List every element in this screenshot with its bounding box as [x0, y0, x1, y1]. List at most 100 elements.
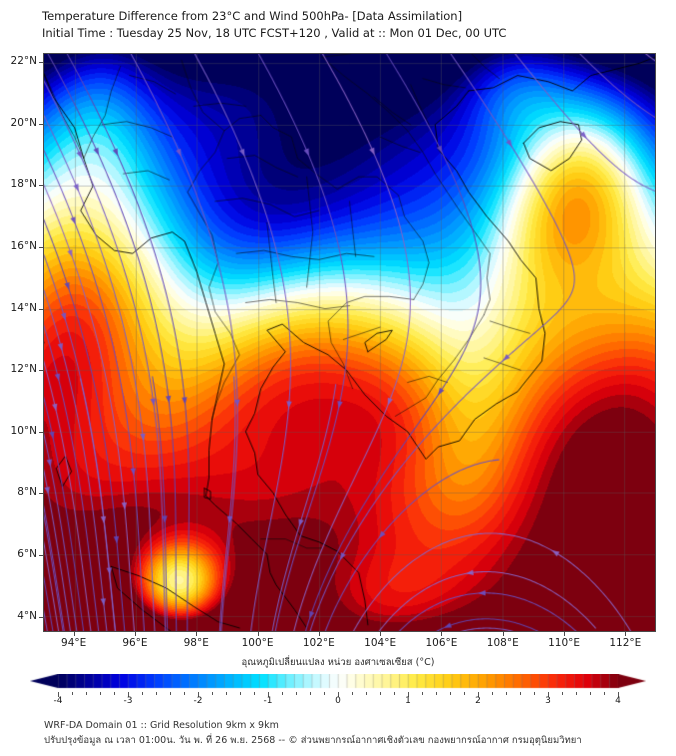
y-axis-tick-label: 6°N	[17, 548, 37, 560]
colorbar-minor-tick	[492, 692, 493, 695]
colorbar-minor-tick	[394, 692, 395, 695]
y-axis-tick-label: 18°N	[10, 178, 37, 191]
colorbar-major-tick	[58, 692, 59, 697]
x-axis-tick-label: 98°E	[183, 637, 209, 649]
colorbar-minor-tick	[590, 692, 591, 695]
colorbar-major-tick	[548, 692, 549, 697]
y-axis-tick-label: 22°N	[10, 55, 37, 68]
x-axis-tick-label: 94°E	[61, 637, 87, 649]
x-axis-tick-mark	[196, 632, 198, 636]
colorbar-minor-tick	[170, 692, 171, 695]
colorbar-minor-tick	[506, 692, 507, 695]
colorbar-minor-tick	[604, 692, 605, 695]
colorbar-minor-tick	[450, 692, 451, 695]
colorbar-minor-tick	[464, 692, 465, 695]
colorbar-minor-tick	[576, 692, 577, 695]
colorbar-minor-tick	[282, 692, 283, 695]
chart-title-line-1: Temperature Difference from 23°C and Win…	[42, 9, 463, 23]
colorbar-minor-tick	[254, 692, 255, 695]
y-axis-tick-mark	[39, 62, 43, 64]
x-axis-tick-mark	[564, 632, 566, 636]
colorbar-major-tick	[198, 692, 199, 697]
colorbar-tick-label: -4	[53, 696, 63, 706]
x-axis-tick-mark	[625, 632, 627, 636]
colorbar-tick-label: -3	[123, 696, 133, 706]
x-axis-tick-mark	[73, 632, 75, 636]
x-axis-tick-mark	[134, 632, 136, 636]
colorbar-minor-tick	[240, 692, 241, 695]
colorbar-minor-tick	[436, 692, 437, 695]
colorbar-minor-tick	[534, 692, 535, 695]
colorbar-major-tick	[408, 692, 409, 697]
colorbar-minor-tick	[226, 692, 227, 695]
colorbar-major-tick	[128, 692, 129, 697]
y-axis-tick-label: 10°N	[10, 424, 37, 437]
colorbar-tick-label: 1	[405, 696, 411, 706]
y-axis-tick-label: 20°N	[10, 116, 37, 129]
colorbar-title: อุณหภูมิเปลี่ยนแปลง หน่วย องศาเซลเซียส (…	[241, 657, 435, 668]
x-axis-tick-mark	[318, 632, 320, 636]
y-axis-tick-label: 8°N	[17, 486, 37, 499]
y-axis-tick-mark	[39, 616, 43, 618]
colorbar-minor-tick	[296, 692, 297, 695]
colorbar-minor-tick	[156, 692, 157, 695]
y-axis-tick-label: 12°N	[10, 363, 37, 376]
x-axis-tick-label: 112°E	[609, 637, 642, 649]
colorbar-minor-tick	[114, 692, 115, 695]
y-axis-tick-mark	[39, 370, 43, 372]
colorbar-tick-label: -2	[193, 696, 203, 706]
colorbar-minor-tick	[380, 692, 381, 695]
colorbar-tick-label: 0	[335, 696, 341, 706]
colorbar-major-tick	[338, 692, 339, 697]
x-axis-tick-mark	[441, 632, 443, 636]
colorbar-minor-tick	[422, 692, 423, 695]
colorbar-major-tick	[478, 692, 479, 697]
colorbar-tick-label: 3	[545, 696, 551, 706]
map-plot-area[interactable]	[43, 53, 656, 632]
temperature-anomaly-heatmap-canvas	[44, 54, 655, 631]
y-axis-tick-label: 14°N	[10, 301, 37, 314]
y-axis-tick-mark	[39, 493, 43, 495]
colorbar-minor-tick	[86, 692, 87, 695]
colorbar-minor-tick	[212, 692, 213, 695]
x-axis-tick-label: 104°E	[364, 637, 397, 649]
x-axis-tick-label: 100°E	[241, 637, 274, 649]
x-axis-tick-mark	[257, 632, 259, 636]
footer-block: WRF-DA Domain 01 :: Grid Resolution 9km …	[44, 718, 664, 748]
colorbar[interactable]: -4 -3 -2 -1 0 1 2 3 4	[30, 674, 646, 706]
colorbar-tick-label: 4	[615, 696, 621, 706]
footer-credit-thai: ปรับปรุงข้อมูล ณ เวลา 01:00น. วัน พ. ที่…	[44, 735, 582, 746]
colorbar-tick-label: 2	[475, 696, 481, 706]
colorbar-minor-tick	[352, 692, 353, 695]
y-axis-tick-mark	[39, 431, 43, 433]
x-axis-tick-label: 102°E	[302, 637, 335, 649]
y-axis-tick-mark	[39, 123, 43, 125]
colorbar-minor-tick	[142, 692, 143, 695]
colorbar-minor-tick	[520, 692, 521, 695]
colorbar-block: อุณหภูมิเปลี่ยนแปลง หน่วย องศาเซลเซียส (…	[0, 655, 676, 715]
colorbar-major-tick	[618, 692, 619, 697]
colorbar-major-tick	[268, 692, 269, 697]
x-axis-tick-label: 110°E	[548, 637, 581, 649]
colorbar-gradient-canvas	[30, 674, 646, 692]
colorbar-minor-tick	[184, 692, 185, 695]
y-axis-tick-mark	[39, 555, 43, 556]
chart-title-block: Temperature Difference from 23°C and Win…	[42, 8, 642, 42]
colorbar-tick-label: -1	[263, 696, 273, 706]
y-axis-tick-label: 16°N	[10, 240, 37, 253]
colorbar-minor-tick	[100, 692, 101, 695]
colorbar-minor-tick	[310, 692, 311, 695]
x-axis-tick-label: 106°E	[425, 637, 458, 649]
x-axis-tick-label: 96°E	[122, 637, 148, 649]
y-axis-tick-mark	[39, 308, 43, 310]
chart-title-line-2: Initial Time : Tuesday 25 Nov, 18 UTC FC…	[42, 26, 507, 40]
x-axis-tick-mark	[380, 632, 382, 636]
colorbar-minor-tick	[72, 692, 73, 695]
x-axis-tick-label: 108°E	[486, 637, 519, 649]
y-axis-tick-mark	[39, 247, 43, 249]
y-axis-tick-mark	[39, 185, 43, 187]
y-axis-tick-label: 4°N	[17, 609, 37, 622]
colorbar-minor-tick	[366, 692, 367, 695]
footer-domain-info: WRF-DA Domain 01 :: Grid Resolution 9km …	[44, 720, 279, 731]
colorbar-minor-tick	[562, 692, 563, 695]
